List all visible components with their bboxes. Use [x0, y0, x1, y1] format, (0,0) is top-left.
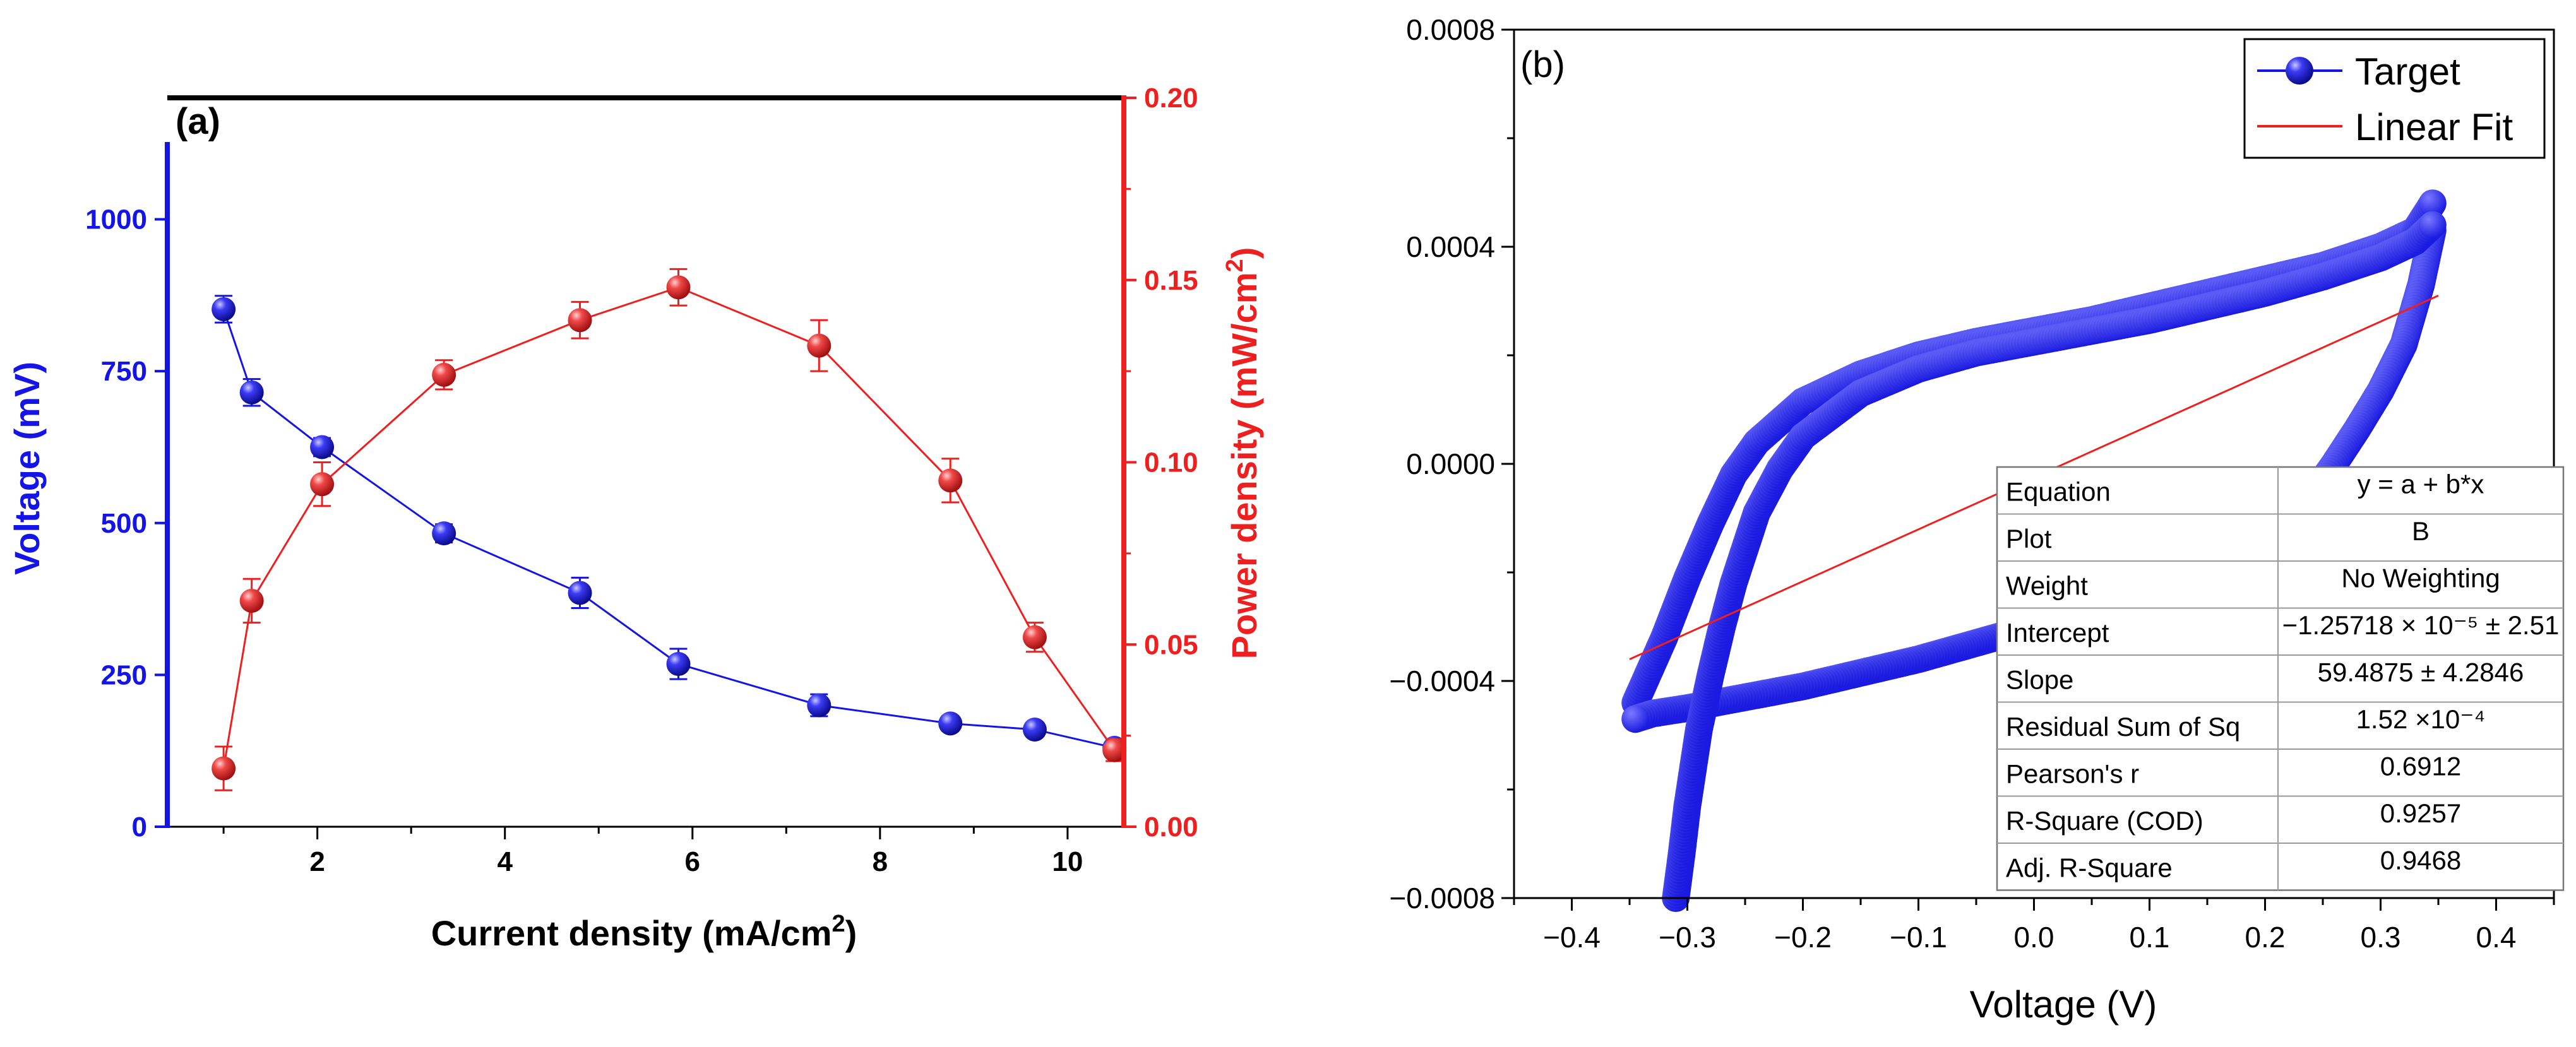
chart-a-point-left [807, 693, 832, 718]
chart-a-point-left [239, 380, 264, 405]
chart-a-series [212, 268, 1127, 791]
chart-a-left-tick-label: 0 [132, 812, 147, 843]
chart-a-point-left [568, 581, 592, 605]
chart-a-right-tick-label: 0.20 [1144, 83, 1198, 114]
fit-stats-key: Equation [2006, 476, 2111, 506]
chart-b-series [1621, 189, 2447, 912]
chart-b-x-tick-label: −0.1 [1890, 921, 1947, 954]
chart-a-point-right [310, 472, 335, 497]
legend-fit-label: Linear Fit [2355, 106, 2513, 148]
fit-stats-key: Slope [2006, 665, 2073, 694]
chart-a-point-left [212, 297, 236, 321]
chart-b-branch-inner [1662, 211, 2447, 912]
chart-b-y-tick-label: −0.0008 [1389, 882, 1495, 914]
fit-stats-value: No Weighting [2341, 563, 2500, 593]
chart-b-point [2418, 189, 2447, 218]
chart-b-point [1621, 705, 1650, 733]
fit-stats-value: 1.52 ×10⁻⁴ [2356, 704, 2486, 734]
chart-a-left-tick-label: 750 [101, 356, 147, 387]
chart-a-point-right [239, 588, 264, 613]
legend-target-label: Target [2355, 50, 2460, 93]
chart-a-x-tick-label: 10 [1052, 846, 1083, 877]
chart-a-right-tick-label: 0.15 [1144, 265, 1198, 296]
chart-b-loop-lower [1621, 216, 2447, 733]
chart-b-point [2418, 211, 2447, 239]
chart-a-point-right [807, 333, 832, 358]
chart-a-point-left [310, 435, 335, 459]
chart-a-left-tick-label: 500 [101, 508, 147, 539]
chart-a-point-right [938, 468, 963, 493]
chart-a-axes: 2 4 6 8 10 0 250 500 750 1000 0.00 0.05 0.10 0.15 0.20 [85, 83, 1198, 877]
chart-a-x-axis-title: Current density (mA/cm2) [431, 911, 857, 953]
chart-a-right-tick-label: 0.05 [1144, 629, 1198, 660]
chart-a-point-right [432, 362, 456, 387]
chart-a-left-axis-title: Voltage (mV) [7, 362, 47, 575]
fit-stats-value: 0.9468 [2380, 845, 2461, 875]
chart-a-left-tick-label: 1000 [85, 204, 147, 235]
chart-a-point-left [938, 711, 963, 736]
chart-a-point-right [568, 308, 592, 333]
chart-a-point-right [212, 756, 236, 781]
chart-a-series-left-line [222, 309, 1115, 749]
fit-stats-key: Residual Sum of Sq [2006, 712, 2240, 742]
fit-stats-key: R-Square (COD) [2006, 806, 2203, 836]
chart-a-point-right [1022, 625, 1047, 649]
chart-a-point-right [1102, 738, 1127, 762]
legend: Target Linear Fit [2243, 38, 2546, 159]
chart-b-x-tick-label: −0.4 [1543, 921, 1601, 954]
chart-b-y-tick-label: 0.0008 [1406, 13, 1495, 46]
fit-stats-value: 59.4875 ± 4.2846 [2318, 657, 2524, 687]
chart-a-x-tick-label: 6 [685, 846, 700, 877]
chart-b-x-axis-title: Voltage (V) [1970, 983, 2157, 1026]
fit-stats-value: y = a + b*x [2358, 469, 2484, 499]
chart-a-series-right-line [222, 286, 1116, 769]
chart-a-x-tick-label: 2 [309, 846, 325, 877]
chart-a: 2 4 6 8 10 0 250 500 750 1000 0.00 0.05 0.10 0.15 0.20… [7, 83, 1264, 953]
chart-a-point-left [432, 521, 456, 546]
chart-a-right-axis-title: Power density (mW/cm2) [1222, 247, 1264, 660]
chart-a-right-tick-label: 0.00 [1144, 812, 1198, 843]
fit-stats-value: 0.6912 [2380, 751, 2461, 781]
chart-a-point-right [666, 275, 691, 300]
chart-a-x-tick-label: 4 [497, 846, 513, 877]
fit-stats-key: Plot [2006, 524, 2052, 553]
chart-b-x-tick-label: 0.2 [2245, 921, 2286, 954]
fit-stats-key: Intercept [2006, 618, 2109, 648]
fit-stats-key: Adj. R-Square [2006, 853, 2173, 882]
chart-b-x-tick-label: 0.3 [2361, 921, 2401, 954]
chart-b-x-tick-label: −0.3 [1659, 921, 1716, 954]
legend-target-marker [2286, 57, 2313, 85]
chart-a-x-tick-label: 8 [873, 846, 888, 877]
chart-b-x-tick-label: 0.0 [2014, 921, 2054, 954]
chart-b-y-tick-label: 0.0004 [1406, 230, 1495, 263]
chart-a-panel-label: (a) [176, 101, 220, 142]
fit-stats-key: Weight [2006, 571, 2088, 600]
chart-b-y-tick-label: 0.0000 [1406, 447, 1495, 480]
chart-b-axes: −0.4 −0.3 −0.2 −0.1 0.0 0.1 0.2 0.3 0.4 −0.0008 −0… [1389, 13, 2555, 954]
chart-a-left-tick-label: 250 [101, 660, 147, 690]
chart-b-x-tick-label: 0.4 [2476, 921, 2517, 954]
chart-b-x-tick-label: −0.2 [1774, 921, 1832, 954]
chart-b: −0.4 −0.3 −0.2 −0.1 0.0 0.1 0.2 0.3 0.4 −0.0008 −0… [1389, 13, 2565, 1026]
fit-stats-table-box [1996, 466, 2565, 891]
chart-b-x-tick-label: 0.1 [2130, 921, 2170, 954]
fit-stats-value: 0.9257 [2380, 798, 2461, 828]
fit-stats-value: −1.25718 × 10⁻⁵ ± 2.51 [2282, 610, 2560, 640]
fit-stats-table: Equation y = a + b*x Plot B Weight No Weighti… [1996, 466, 2565, 891]
chart-a-point-left [666, 652, 691, 677]
chart-b-panel-label: (b) [1520, 44, 1565, 85]
fit-stats-key: Pearson's r [2006, 759, 2139, 788]
fit-stats-value: B [2412, 516, 2430, 546]
chart-a-point-left [1022, 718, 1047, 742]
chart-b-y-tick-label: −0.0004 [1389, 665, 1495, 697]
chart-a-right-tick-label: 0.10 [1144, 447, 1198, 478]
